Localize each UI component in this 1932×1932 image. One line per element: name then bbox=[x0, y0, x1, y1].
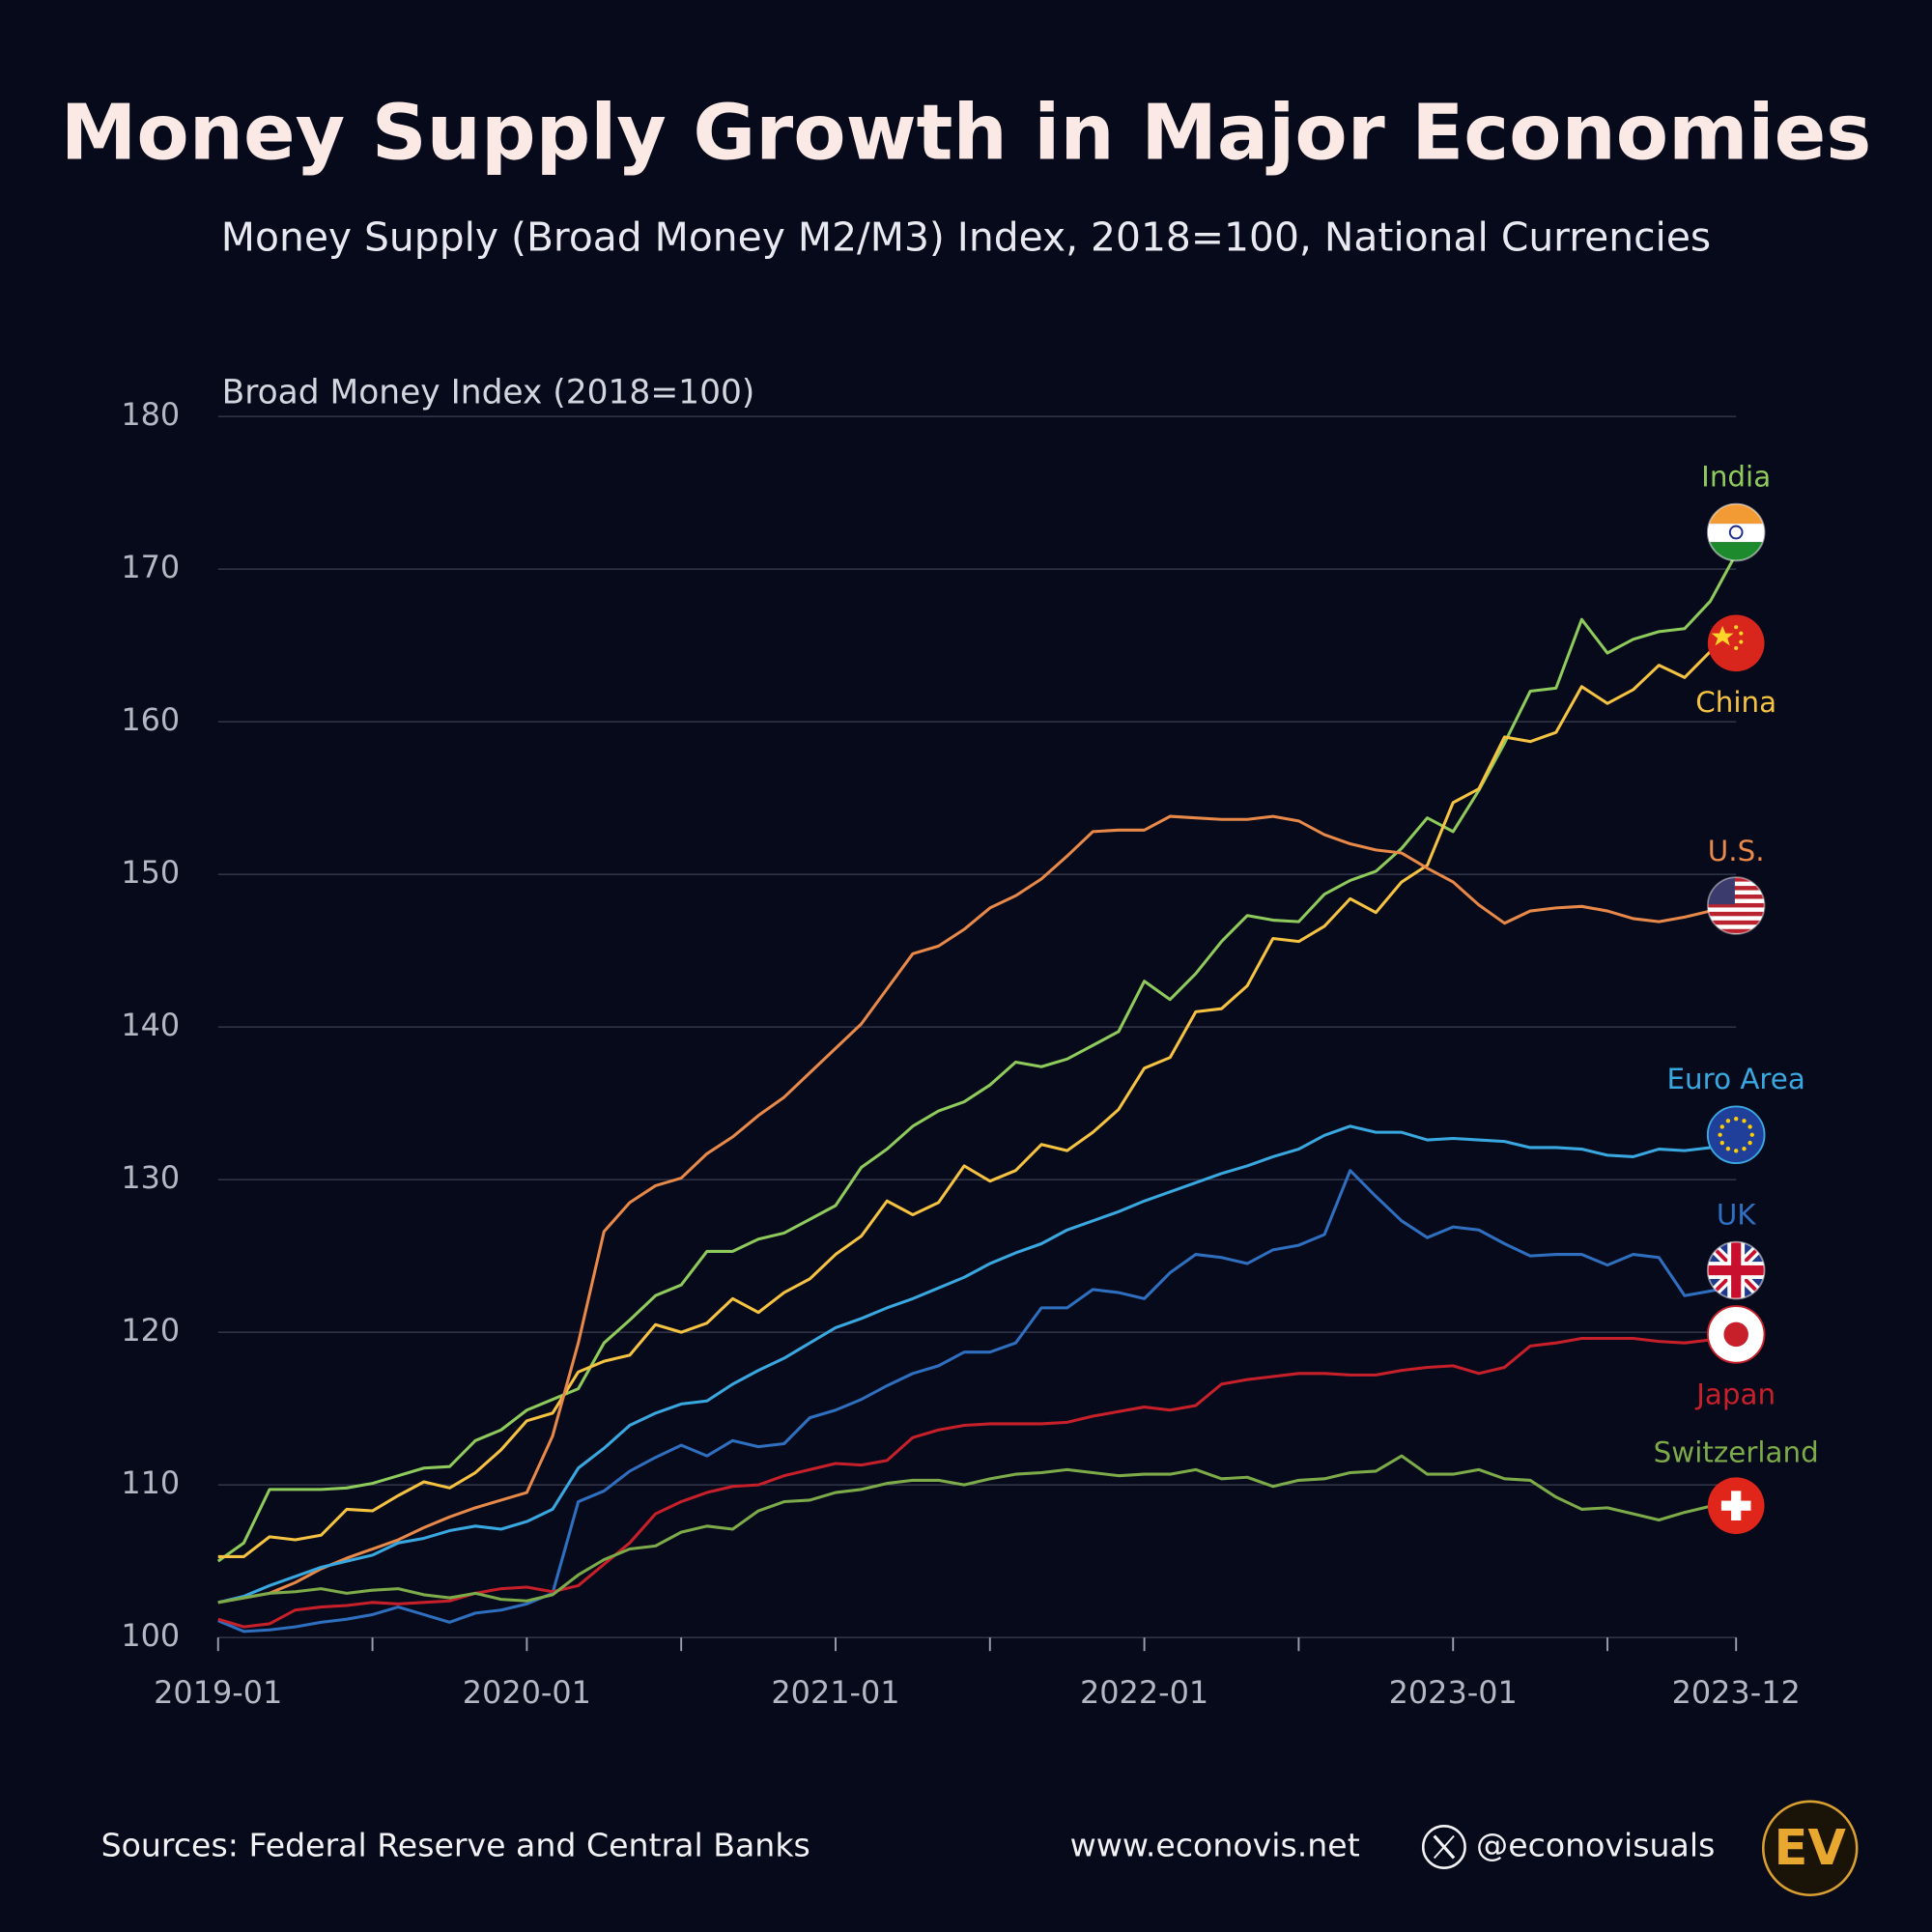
series-label: China bbox=[1695, 686, 1776, 719]
y-tick-label: 170 bbox=[121, 549, 180, 585]
y-tick-label: 160 bbox=[121, 701, 180, 738]
y-tick-label: 180 bbox=[121, 396, 180, 433]
flag-uk bbox=[1706, 1240, 1766, 1300]
flag-switzerland bbox=[1707, 1477, 1765, 1535]
x-tick-label: 2020-01 bbox=[463, 1674, 591, 1711]
x-tick-label: 2023-01 bbox=[1389, 1674, 1518, 1711]
y-tick-label: 120 bbox=[121, 1312, 180, 1349]
series-label: U.S. bbox=[1708, 835, 1765, 867]
series-label: Euro Area bbox=[1667, 1063, 1805, 1095]
series-line bbox=[217, 639, 1737, 1558]
source: Sources: Federal Reserve and Central Ban… bbox=[101, 1826, 810, 1863]
handle: @econovisuals bbox=[1476, 1826, 1715, 1863]
chart-subtitle: Money Supply (Broad Money M2/M3) Index, … bbox=[221, 214, 1711, 261]
y-tick-label: 140 bbox=[121, 1007, 180, 1043]
flag-japan bbox=[1706, 1305, 1766, 1364]
x-tick-label: 2022-01 bbox=[1080, 1674, 1208, 1711]
lines bbox=[216, 553, 1738, 1634]
y-tick-label: 110 bbox=[121, 1464, 180, 1501]
series-label: Switzerland bbox=[1654, 1436, 1819, 1469]
logo-badge bbox=[1761, 1800, 1859, 1897]
flag-us bbox=[1706, 876, 1766, 935]
y-tick-label: 130 bbox=[121, 1159, 180, 1196]
series-line bbox=[217, 1124, 1737, 1605]
website: www.econovis.net bbox=[1070, 1826, 1360, 1863]
series-label: India bbox=[1701, 460, 1771, 493]
flag-eu bbox=[1706, 1105, 1766, 1165]
chart-title: Money Supply Growth in Major Economies bbox=[61, 88, 1872, 177]
series-line bbox=[217, 1169, 1737, 1634]
x-logo-icon bbox=[1421, 1825, 1466, 1869]
series-label: Japan bbox=[1694, 1378, 1776, 1411]
logo-text: EV bbox=[1775, 1820, 1847, 1877]
x-tick-label: 2019-01 bbox=[154, 1674, 282, 1711]
flag-china bbox=[1707, 614, 1765, 672]
grid: 100 110 120 130 140 150 160 170 180 2019-01 2020-0… bbox=[121, 396, 1800, 1711]
flag-india bbox=[1706, 502, 1766, 562]
series-label: UK bbox=[1717, 1198, 1756, 1231]
series-line bbox=[217, 814, 1737, 1605]
y-axis-label: Broad Money Index (2018=100) bbox=[222, 374, 755, 412]
x-tick-label: 2021-01 bbox=[771, 1674, 899, 1711]
y-tick-label: 150 bbox=[121, 854, 180, 891]
x-tick-label: 2023-12 bbox=[1672, 1674, 1801, 1711]
y-tick-label: 100 bbox=[121, 1617, 180, 1654]
series-line bbox=[217, 1454, 1737, 1605]
